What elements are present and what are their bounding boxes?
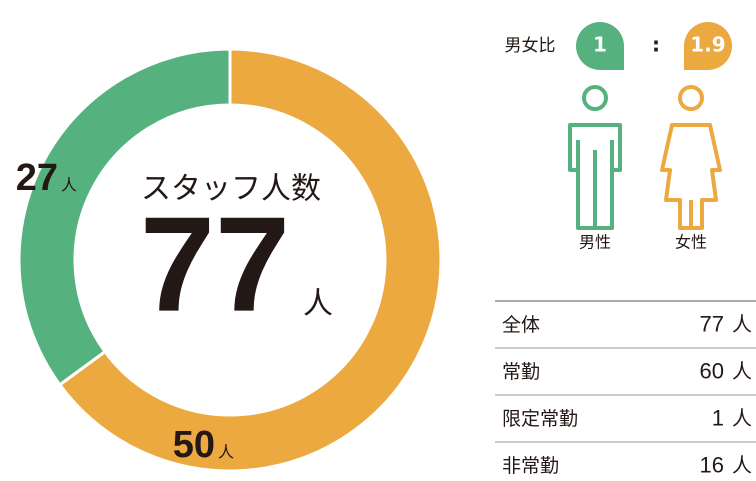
total-unit: 人 bbox=[303, 287, 333, 322]
row-unit: 人 bbox=[732, 406, 752, 430]
row-label: 限定常勤 bbox=[502, 408, 578, 430]
value-label: 50 bbox=[173, 424, 215, 466]
male-icon bbox=[568, 85, 622, 230]
total: 77 bbox=[140, 189, 290, 340]
ratio-bubble bbox=[684, 22, 732, 70]
row-label: 全体 bbox=[502, 314, 540, 336]
female-label: 女性 bbox=[675, 233, 707, 252]
row-value: 1 bbox=[712, 405, 724, 430]
row-unit: 人 bbox=[732, 359, 752, 383]
row-value: 77 bbox=[700, 311, 724, 336]
ratio-separator: : bbox=[652, 33, 660, 57]
ratio-male: 1 bbox=[593, 33, 607, 57]
chart-title: スタッフ人数 bbox=[141, 172, 321, 207]
row-label: 常勤 bbox=[502, 361, 540, 383]
row-value: 60 bbox=[700, 358, 724, 383]
ratio-label: 男女比 bbox=[505, 36, 556, 56]
row-unit: 人 bbox=[732, 312, 752, 336]
row-unit: 人 bbox=[732, 453, 752, 477]
female-icon bbox=[660, 85, 722, 230]
value-unit: 人 bbox=[218, 443, 234, 462]
donut-segment bbox=[17, 47, 232, 387]
row-value: 16 bbox=[700, 452, 724, 477]
male-label: 男性 bbox=[579, 233, 611, 252]
ratio-bubble bbox=[576, 22, 624, 70]
value-label: 27 bbox=[16, 157, 58, 199]
ratio-female: 1.9 bbox=[690, 33, 725, 57]
row-label: 非常勤 bbox=[502, 455, 559, 477]
donut-segment bbox=[57, 47, 443, 473]
value-unit: 人 bbox=[61, 176, 77, 195]
